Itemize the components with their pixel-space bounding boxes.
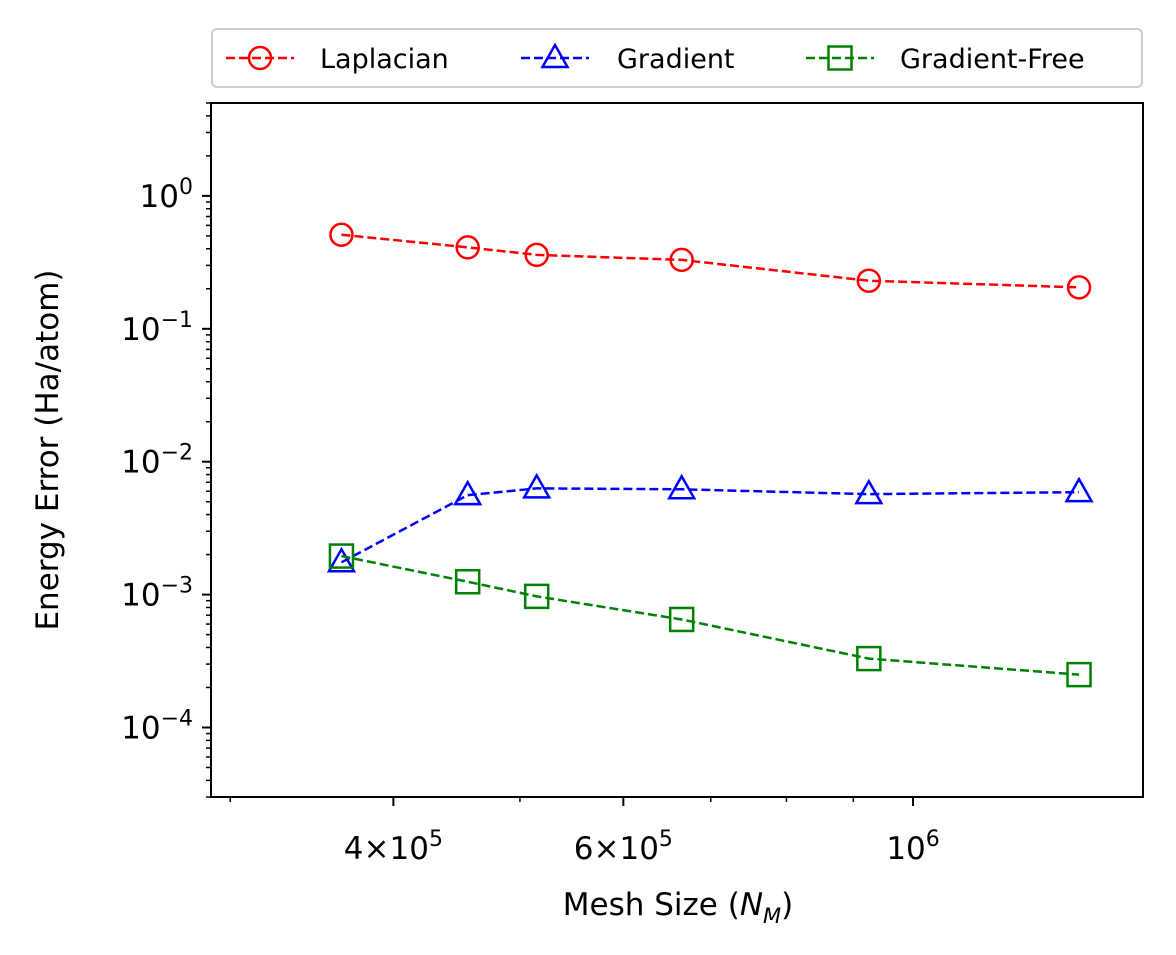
x-axis-label: Mesh Size (NM) bbox=[563, 887, 794, 928]
y-tick-label: 100 bbox=[140, 175, 193, 215]
y-axis-ticks: 100 10−1 10−2 10−3 10−4 bbox=[121, 102, 211, 798]
data-point bbox=[328, 543, 355, 569]
series-layer bbox=[326, 222, 1094, 688]
legend-box bbox=[211, 28, 1143, 88]
x-tick-label: 106 bbox=[886, 827, 939, 867]
data-point bbox=[669, 247, 694, 273]
y-tick-label: 10−3 bbox=[121, 574, 193, 614]
series-laplacian bbox=[329, 222, 1092, 300]
data-point bbox=[668, 606, 695, 633]
y-tick-label: 10−4 bbox=[121, 707, 193, 747]
data-point bbox=[329, 222, 354, 248]
data-point bbox=[1066, 275, 1092, 300]
plot-frame bbox=[210, 102, 1144, 798]
y-tick-label: 10−1 bbox=[121, 308, 193, 348]
data-point bbox=[1064, 476, 1094, 503]
data-point bbox=[667, 473, 697, 500]
data-point bbox=[524, 242, 549, 268]
x-axis-label-var: N bbox=[740, 887, 763, 923]
data-point bbox=[455, 235, 480, 260]
series-line bbox=[340, 487, 1080, 564]
legend: Laplacian Gradient Gradient-Free bbox=[211, 28, 1143, 88]
series-line bbox=[341, 554, 1080, 676]
data-point bbox=[453, 479, 483, 506]
data-point bbox=[854, 478, 884, 505]
data-point bbox=[326, 546, 357, 573]
data-point bbox=[856, 268, 882, 293]
series-line bbox=[341, 233, 1080, 289]
data-point bbox=[856, 645, 882, 672]
x-axis-ticks: 4×105 6×105 106 bbox=[229, 797, 940, 867]
legend-marker bbox=[827, 45, 853, 71]
data-point bbox=[454, 568, 481, 595]
x-tick-label: 4×105 bbox=[344, 827, 443, 867]
x-axis-label-suffix: ) bbox=[781, 887, 793, 923]
legend-item: Laplacian bbox=[226, 44, 449, 75]
legend-item: Gradient-Free bbox=[806, 44, 1085, 75]
x-axis-label-prefix: Mesh Size ( bbox=[563, 887, 740, 923]
data-point bbox=[522, 472, 552, 499]
legend-label: Laplacian bbox=[320, 44, 449, 75]
legend-marker bbox=[247, 45, 273, 71]
legend-label: Gradient bbox=[617, 44, 735, 75]
series-gradient bbox=[326, 472, 1094, 573]
data-point bbox=[523, 583, 550, 610]
data-point bbox=[1066, 661, 1092, 688]
y-tick-label: 10−2 bbox=[121, 441, 193, 481]
y-axis-label: Energy Error (Ha/atom) bbox=[30, 269, 66, 630]
x-axis-label-sub: M bbox=[763, 904, 781, 928]
series-gradient-free bbox=[328, 543, 1092, 688]
legend-label: Gradient-Free bbox=[900, 44, 1085, 75]
legend-item: Gradient bbox=[521, 42, 735, 75]
legend-marker bbox=[540, 42, 570, 69]
x-tick-label: 6×105 bbox=[574, 827, 673, 867]
